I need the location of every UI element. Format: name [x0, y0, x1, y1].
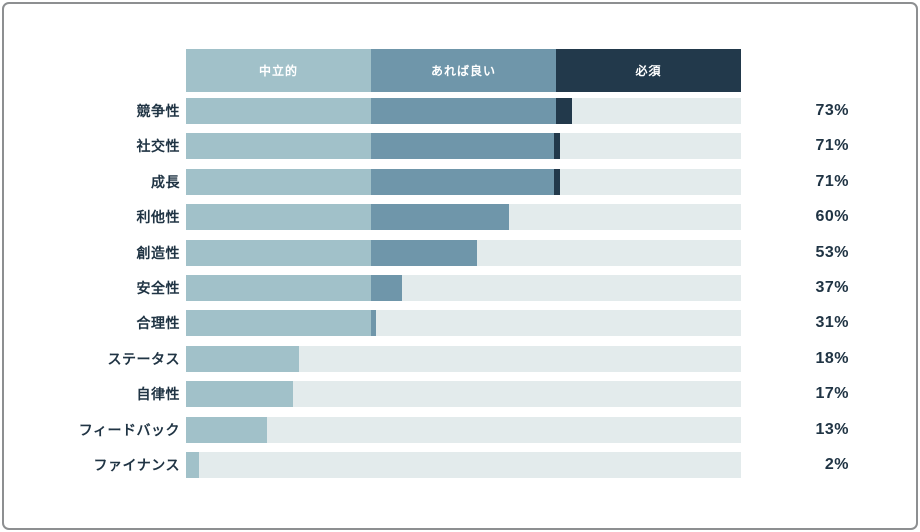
percent-label: 13%: [815, 420, 849, 438]
bar-track: [186, 133, 741, 160]
category-label: 利他性: [136, 209, 180, 226]
bar-segment-must: [553, 168, 561, 195]
bar-segment-neutral: [186, 204, 371, 231]
bar-segment-nice-to-have: [370, 133, 554, 160]
legend-label-nice-to-have: あれば良い: [430, 64, 496, 78]
bar-track: [186, 204, 741, 231]
category-label: ファイナンス: [93, 456, 180, 473]
bar-segment-neutral: [186, 133, 371, 160]
chart-row: 競争性 73%: [4, 98, 916, 124]
category-label: 創造性: [136, 244, 180, 261]
percent-label: 31%: [815, 314, 849, 332]
percent-label: 71%: [815, 137, 849, 155]
bar-segment-must: [553, 133, 561, 160]
bar-track: [186, 451, 741, 478]
bar-rows: 競争性 73% 社交性 71% 成長 71% 利他性: [4, 98, 916, 487]
bar-segment-nice-to-have: [370, 204, 509, 231]
legend-item-neutral: 中立的: [186, 49, 371, 92]
category-label: フィードバック: [78, 421, 180, 438]
percent-label: 17%: [815, 385, 849, 403]
bar-track: [186, 345, 741, 372]
bar-segment-nice-to-have: [370, 239, 477, 266]
bar-segment-nice-to-have: [370, 168, 554, 195]
percent-label: 18%: [815, 349, 849, 367]
chart-row: 社交性 71%: [4, 133, 916, 160]
bar-track: [186, 168, 741, 195]
category-label: ステータス: [107, 350, 180, 367]
bar-segment-neutral: [186, 168, 371, 195]
bar-segment-neutral: [186, 310, 371, 337]
chart-row: ファイナンス 2%: [4, 451, 916, 478]
bar-segment-neutral: [186, 274, 371, 301]
legend-item-nice-to-have: あれば良い: [371, 49, 556, 92]
bar-segment-neutral: [186, 98, 371, 124]
chart-row: 自律性 17%: [4, 381, 916, 408]
chart-row: 合理性 31%: [4, 310, 916, 337]
percent-label: 2%: [824, 455, 849, 473]
percent-label: 73%: [815, 102, 849, 119]
percent-label: 60%: [815, 208, 849, 226]
bar-track: [186, 381, 741, 408]
bar-segment-nice-to-have: [370, 274, 402, 301]
bar-segment-neutral: [186, 381, 293, 408]
chart-row: フィードバック 13%: [4, 416, 916, 443]
percent-label: 71%: [815, 172, 849, 190]
legend-label-neutral: 中立的: [258, 64, 298, 78]
chart-row: 成長 71%: [4, 168, 916, 195]
bar-segment-neutral: [186, 416, 268, 443]
bar-track: [186, 239, 741, 266]
category-label: 成長: [151, 173, 180, 190]
percent-label: 53%: [815, 243, 849, 261]
bar-track: [186, 416, 741, 443]
chart-row: ステータス 18%: [4, 345, 916, 372]
bar-track: [186, 274, 741, 301]
legend-label-must: 必須: [635, 64, 662, 78]
legend-header: 中立的 あれば良い 必須: [186, 49, 741, 92]
percent-label: 37%: [815, 278, 849, 296]
chart-row: 利他性 60%: [4, 204, 916, 231]
bar-track: [186, 310, 741, 337]
bar-segment-nice-to-have: [370, 310, 376, 337]
category-label: 安全性: [136, 279, 180, 296]
bar-segment-nice-to-have: [370, 98, 557, 124]
bar-track: [186, 98, 741, 124]
bar-segment-neutral: [186, 345, 299, 372]
chart-row: 安全性 37%: [4, 274, 916, 301]
category-label: 自律性: [136, 386, 180, 403]
bar-segment-must: [556, 98, 572, 124]
legend-item-must: 必須: [556, 49, 741, 92]
category-label: 競争性: [136, 103, 180, 119]
category-label: 社交性: [136, 138, 180, 155]
bar-segment-neutral: [186, 451, 200, 478]
category-label: 合理性: [136, 315, 180, 332]
chart-row: 創造性 53%: [4, 239, 916, 266]
bar-segment-neutral: [186, 239, 371, 266]
